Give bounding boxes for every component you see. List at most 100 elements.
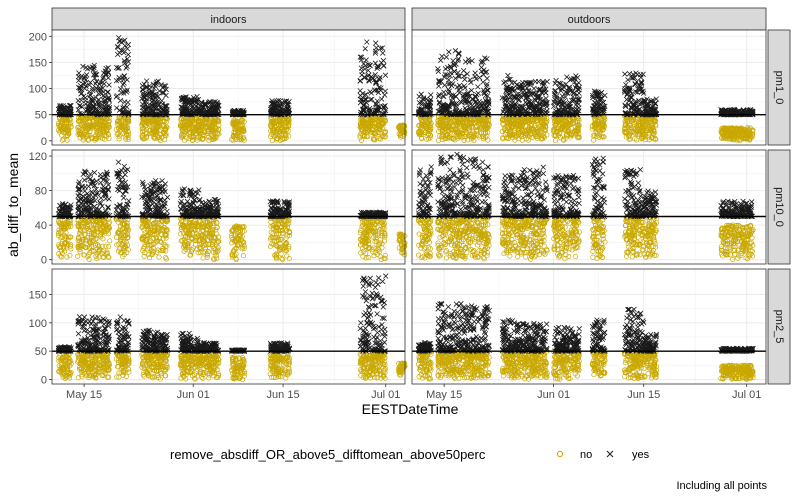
point-no — [94, 128, 100, 134]
point-no — [102, 136, 108, 142]
point-no — [59, 127, 65, 133]
point-no — [62, 117, 68, 123]
point-no — [82, 123, 88, 129]
point-no — [125, 129, 131, 135]
y-tick-label: 80 — [35, 186, 47, 198]
point-no — [189, 118, 195, 125]
point-no — [80, 137, 86, 143]
point-no — [55, 127, 62, 133]
point-no — [147, 130, 153, 136]
strip-label-pm1_0: pm1_0 — [773, 71, 785, 105]
y-tick-label: 150 — [29, 289, 47, 301]
point-no — [79, 115, 85, 121]
point-no — [84, 133, 90, 139]
point-no — [57, 122, 63, 129]
point-no — [63, 117, 69, 123]
point-no — [163, 131, 169, 137]
point-no — [122, 125, 128, 131]
point-no — [187, 130, 193, 136]
point-no — [181, 125, 187, 131]
x-tick-label: Jun 01 — [177, 389, 210, 401]
y-tick-label: 100 — [29, 318, 47, 330]
point-no — [98, 133, 104, 139]
point-no — [118, 123, 124, 130]
strip-pm2_5 — [767, 268, 791, 385]
point-no — [89, 117, 95, 123]
x-tick-label: Jul 01 — [371, 389, 400, 401]
point-no — [59, 120, 66, 126]
y-tick-label: 120 — [29, 151, 47, 163]
strip-label-pm10_0: pm10_0 — [773, 187, 785, 227]
panel-points-pm1_0-indoors — [52, 34, 408, 144]
strip-pm10_0 — [767, 149, 791, 265]
point-no — [102, 129, 108, 135]
point-no — [189, 134, 195, 140]
point-no — [95, 122, 101, 128]
point-no — [105, 121, 112, 128]
point-no — [142, 135, 148, 141]
y-tick-label: 0 — [41, 136, 47, 148]
point-no — [163, 133, 169, 139]
point-no — [59, 137, 65, 143]
point-no — [194, 137, 200, 143]
point-no — [77, 116, 83, 122]
strip-label-indoors: indoors — [210, 14, 247, 26]
point-no — [179, 116, 185, 122]
y-tick-label: 40 — [35, 220, 47, 232]
point-no — [153, 129, 160, 135]
x-tick-label: May 15 — [66, 389, 102, 401]
point-no — [85, 126, 91, 132]
y-tick-label: 0 — [41, 255, 47, 267]
point-no — [84, 116, 91, 122]
point-no — [61, 124, 68, 130]
point-no — [63, 130, 69, 136]
point-no — [61, 136, 67, 142]
point-no — [114, 131, 120, 137]
panel-bg-pm10_0-indoors — [52, 150, 405, 264]
point-no — [143, 130, 149, 136]
point-no — [178, 121, 184, 127]
point-no — [116, 136, 122, 142]
point-no — [156, 134, 162, 141]
strip-pm1_0 — [767, 29, 791, 146]
point-no — [144, 125, 150, 131]
x-tick-label: Jul 01 — [732, 389, 761, 401]
x-tick-label: May 15 — [426, 389, 462, 401]
strip-label-outdoors: outdoors — [568, 14, 611, 26]
point-no — [149, 119, 155, 125]
point-no — [68, 119, 74, 126]
y-tick-label: 50 — [35, 110, 47, 122]
point-no — [105, 125, 112, 131]
y-tick-label: 0 — [41, 374, 47, 386]
point-no — [94, 130, 100, 136]
point-no — [194, 135, 200, 141]
point-no — [155, 123, 161, 129]
point-no — [139, 135, 145, 141]
point-no — [178, 134, 185, 140]
point-no — [87, 132, 93, 138]
point-no — [75, 125, 81, 131]
point-no — [82, 116, 88, 122]
point-no — [101, 118, 107, 124]
strip-label-pm2_5: pm2_5 — [773, 310, 785, 344]
point-no — [163, 125, 169, 131]
point-no — [124, 117, 130, 123]
point-no — [94, 136, 100, 142]
point-no — [92, 136, 98, 142]
point-no — [77, 131, 83, 137]
y-tick-label: 50 — [35, 346, 47, 358]
point-no — [78, 118, 84, 124]
point-no — [66, 127, 72, 133]
point-no — [115, 119, 121, 125]
point-no — [139, 120, 145, 127]
point-no — [123, 124, 129, 130]
points-layer — [51, 29, 767, 385]
x-tick-label: Jun 15 — [267, 389, 300, 401]
point-no — [124, 132, 130, 138]
x-tick-label: Jun 15 — [627, 389, 660, 401]
x-tick-label: Jun 01 — [537, 389, 570, 401]
point-no — [193, 131, 199, 137]
point-no — [182, 125, 189, 131]
y-tick-label: 200 — [29, 31, 47, 43]
